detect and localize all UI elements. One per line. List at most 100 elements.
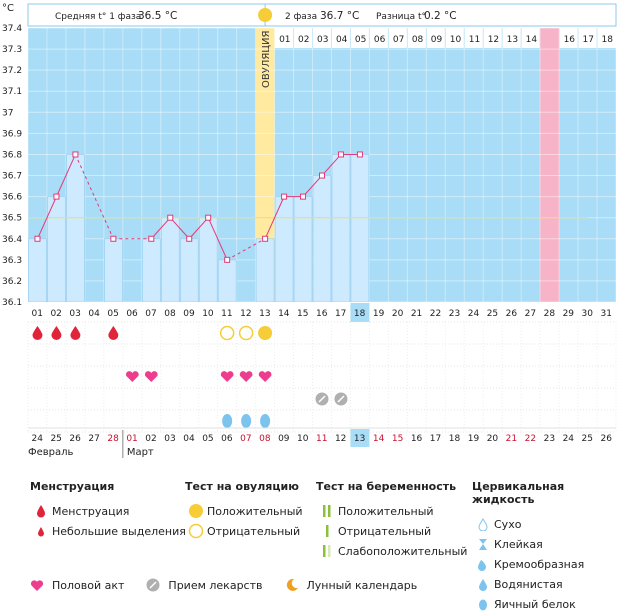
heart-icon	[220, 371, 234, 382]
cycle-day-row	[28, 302, 616, 322]
cycle-day-label: 19	[373, 309, 385, 319]
y-tick-label: 37	[2, 108, 13, 118]
cycle-day-label: 26	[506, 309, 518, 319]
temperature-point	[167, 214, 174, 221]
legend-ovulation-positive: Положительный	[207, 504, 303, 518]
temperature-bar	[28, 238, 47, 303]
menstruation-drop-icon	[32, 326, 43, 340]
calendar-day-label: 25	[582, 434, 593, 444]
phase2-day-label: 09	[431, 35, 443, 45]
calendar-day-label: 27	[88, 434, 99, 444]
phase2-day-label: 12	[488, 35, 499, 45]
temperature-bar	[198, 217, 218, 303]
cycle-day-label: 24	[468, 309, 480, 319]
temperature-bar	[312, 175, 332, 303]
legend-ovulation-test: Тест на овуляцию Положительный Отрицател…	[185, 480, 303, 541]
calendar-day-label: 22	[525, 434, 536, 444]
temperature-bar	[142, 238, 161, 303]
ovulation-test-positive-icon	[258, 326, 273, 340]
ovulation-test-negative-icon	[238, 325, 254, 341]
cycle-day-label: 30	[582, 309, 594, 319]
temperature-bar	[331, 154, 351, 303]
unit-label: °C	[2, 3, 14, 14]
y-tick-label: 36.2	[2, 277, 22, 287]
legend-lunar: Лунный календарь	[306, 578, 418, 592]
phase2-day-label: 02	[298, 35, 309, 45]
temperature-point	[186, 235, 193, 242]
legend-ovulation-title: Тест на овуляцию	[185, 480, 299, 493]
egg-white-drop-icon	[260, 414, 271, 428]
phase1-label: Средняя t° 1 фаза	[55, 12, 141, 22]
double-line-icon	[323, 505, 331, 517]
phase2-day-label: 04	[336, 35, 348, 45]
cycle-day-label: 02	[50, 309, 61, 319]
calendar-day-label: 08	[259, 434, 271, 444]
calendar-day-label: 16	[411, 434, 423, 444]
positive-circle-icon	[189, 504, 203, 518]
temperature-point	[72, 151, 79, 158]
calendar-day-label: 03	[164, 434, 175, 444]
temperature-bar	[217, 259, 237, 303]
calendar-day-label: 21	[506, 434, 517, 444]
egg-white-drop-icon	[222, 414, 233, 428]
temperature-line-segment	[55, 154, 76, 197]
cycle-day-label: 10	[202, 309, 214, 319]
heart-icon	[30, 579, 44, 591]
phase2-day-label: 18	[602, 35, 614, 45]
calendar-day-label: 11	[316, 434, 327, 444]
temperature-point	[53, 193, 60, 200]
header-box	[27, 3, 617, 27]
pill-icon	[146, 578, 160, 592]
temperature-line-segment	[302, 175, 323, 197]
small-drop-icon	[38, 526, 44, 536]
phase2-day-label: 07	[393, 35, 404, 45]
legend-intercourse: Половой акт	[52, 578, 125, 592]
ovulation-test-negative-icon	[219, 325, 235, 341]
calendar-day-label: 20	[487, 434, 499, 444]
watery-drop-icon	[479, 578, 487, 591]
phase2-day-label: 03	[317, 35, 328, 45]
calendar-day-label: 12	[335, 434, 346, 444]
cycle-day-label: 01	[31, 309, 42, 319]
heart-icon	[258, 371, 272, 382]
calendar-day-label: 09	[278, 434, 290, 444]
y-tick-label: 37.3	[2, 45, 22, 55]
temperature-bar	[160, 217, 180, 303]
cycle-day-label: 29	[563, 309, 575, 319]
temperature-point	[110, 235, 117, 242]
temperature-bar	[293, 196, 313, 303]
cycle-day-label: 28	[544, 309, 556, 319]
calendar-day-label: 25	[50, 434, 61, 444]
y-tick-label: 36.4	[2, 235, 22, 245]
cycle-day-label: 17	[335, 309, 346, 319]
phase2-day-label: 16	[564, 35, 576, 45]
legend-pregnancy-test: Тест на беременность Положительный Отриц…	[316, 480, 467, 561]
temperature-point	[148, 235, 155, 242]
phase2-day-label: 08	[412, 35, 424, 45]
calendar-day-label: 02	[145, 434, 156, 444]
legend-menstruation: Менструация Менструация Небольшие выделе…	[30, 480, 186, 541]
cycle-day-label: 04	[88, 309, 100, 319]
faint-line-icon	[323, 545, 331, 557]
cycle-day-label: 21	[411, 309, 422, 319]
calendar-day-label: 17	[430, 434, 441, 444]
month-label: Февраль	[28, 447, 74, 458]
temperature-bar	[66, 154, 85, 303]
dry-drop-icon	[478, 517, 488, 531]
temperature-point	[262, 235, 269, 242]
y-tick-label: 36.1	[2, 298, 22, 308]
cycle-day-label: 20	[392, 309, 404, 319]
temperature-line-segment	[226, 238, 266, 261]
calendar-day-label: 26	[69, 434, 81, 444]
temperature-line-segment	[37, 196, 57, 239]
cycle-day-label: 06	[126, 309, 138, 319]
heart-icon	[144, 371, 158, 382]
legend-cervical-eggwhite: Яичный белок	[494, 597, 576, 611]
header-ovulation-sun-icon	[258, 8, 273, 22]
calendar-day-label: 06	[221, 434, 233, 444]
calendar-day-label: 04	[183, 434, 195, 444]
cycle-day-label: 12	[240, 309, 251, 319]
legend-cervical: Цервикальная жидкость Сухо Клейкая Кремо…	[472, 480, 626, 614]
calendar-day-label: 28	[107, 434, 119, 444]
legend-medication: Прием лекарств	[168, 578, 263, 592]
